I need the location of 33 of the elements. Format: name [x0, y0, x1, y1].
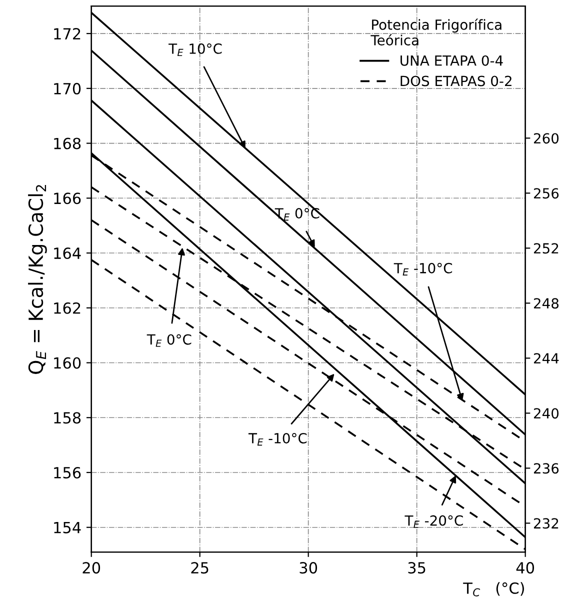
legend-title: Potencia Frigorífica Teórica [370, 18, 502, 46]
x-tick-label: 20 [82, 562, 100, 574]
y-tick-label: 166 [54, 192, 81, 204]
y-tick-label: 160 [54, 357, 81, 369]
x-tick-label: 35 [408, 562, 426, 574]
y2-tick-label: 256 [534, 188, 559, 199]
legend-label: UNA ETAPA 0-4 [400, 55, 503, 66]
y-tick-label: 154 [54, 522, 81, 534]
y2-tick-label: 232 [534, 518, 558, 529]
x-tick-label: 40 [516, 562, 534, 574]
y-tick-label: 158 [54, 412, 81, 424]
y2-tick-label: 248 [534, 298, 559, 309]
y2-tick-label: 260 [534, 133, 559, 144]
legend-label: DOS ETAPAS 0-2 [400, 76, 512, 86]
y2-tick-label: 236 [534, 463, 559, 474]
y-axis-title: Q$_{E}$ = Kcal./Kg.CaCl$_{2}$ [28, 185, 47, 374]
y2-tick-label: 244 [534, 353, 559, 364]
y-tick-label: 168 [54, 138, 81, 150]
x-tick-label: 30 [300, 562, 318, 574]
y-tick-label: 172 [54, 28, 80, 40]
y2-tick-label: 240 [534, 408, 559, 419]
x-tick-label: 25 [191, 562, 208, 574]
annotation: T$_{E}$ -20°C [404, 515, 463, 528]
annotation: T$_{E}$ 10°C [168, 43, 222, 56]
y2-tick-label: 252 [534, 243, 558, 254]
annotation: T$_{E}$ -10°C [394, 262, 452, 276]
y-tick-label: 164 [54, 247, 81, 260]
annotation: T$_{E}$ 0°C [146, 334, 192, 347]
y-tick-label: 162 [54, 302, 80, 314]
annotation: T$_{E}$ -10°C [248, 432, 307, 446]
text: T$_{C}$ (°C) [463, 582, 524, 596]
y-tick-label: 170 [54, 82, 81, 94]
y-tick-label: 156 [54, 466, 81, 479]
